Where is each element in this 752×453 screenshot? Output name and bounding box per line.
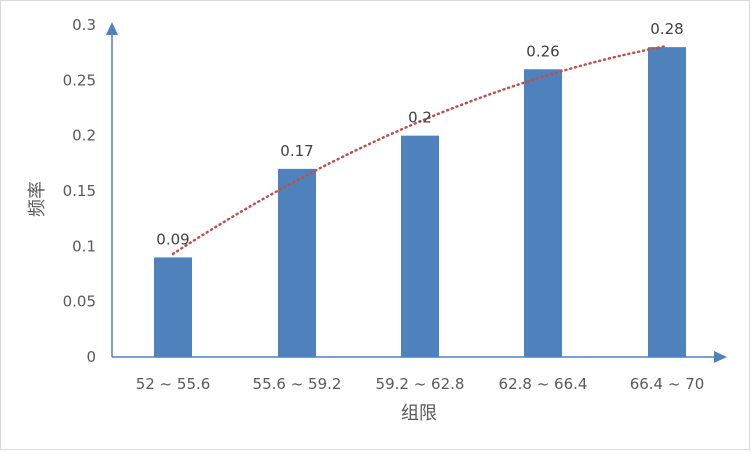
data-label: 0.2: [408, 109, 432, 127]
y-tick-label: 0.3: [72, 16, 96, 34]
data-label: 0.09: [156, 230, 189, 248]
x-tick-label: 55.6 ~ 59.2: [253, 375, 342, 393]
y-tick-label: 0.05: [63, 293, 96, 311]
axis-layer: [106, 22, 727, 363]
data-label: 0.17: [280, 142, 313, 160]
y-tick-label: 0.1: [72, 237, 96, 255]
bar: [524, 69, 562, 358]
bar: [401, 135, 439, 357]
x-axis-arrow: [714, 351, 727, 363]
trendline-layer: [171, 44, 669, 256]
y-tick-label: 0: [86, 348, 96, 366]
y-axis-title: 频率: [27, 181, 48, 217]
x-tick-label: 52 ~ 55.6: [136, 375, 211, 393]
x-tick-label: 59.2 ~ 62.8: [376, 375, 465, 393]
data-label: 0.26: [526, 42, 559, 60]
bar: [648, 47, 686, 358]
y-tick-label: 0.15: [63, 182, 96, 200]
labels-layer: 0.09 52 ~ 55.6 0.17 55.6 ~ 59.2 0.2 59.2 ~ 62…: [63, 16, 705, 393]
y-tick-label: 0.25: [63, 71, 96, 89]
x-tick-label: 62.8 ~ 66.4: [499, 375, 588, 393]
y-axis-arrow: [106, 22, 118, 35]
bar: [278, 168, 316, 357]
x-tick-label: 66.4 ~ 70: [630, 375, 705, 393]
data-label: 0.28: [650, 20, 683, 38]
x-axis-title: 组限: [401, 403, 437, 424]
y-tick-label: 0.2: [72, 127, 96, 145]
bars-layer: [154, 47, 686, 358]
trendline: [171, 44, 669, 256]
bar: [154, 257, 192, 357]
